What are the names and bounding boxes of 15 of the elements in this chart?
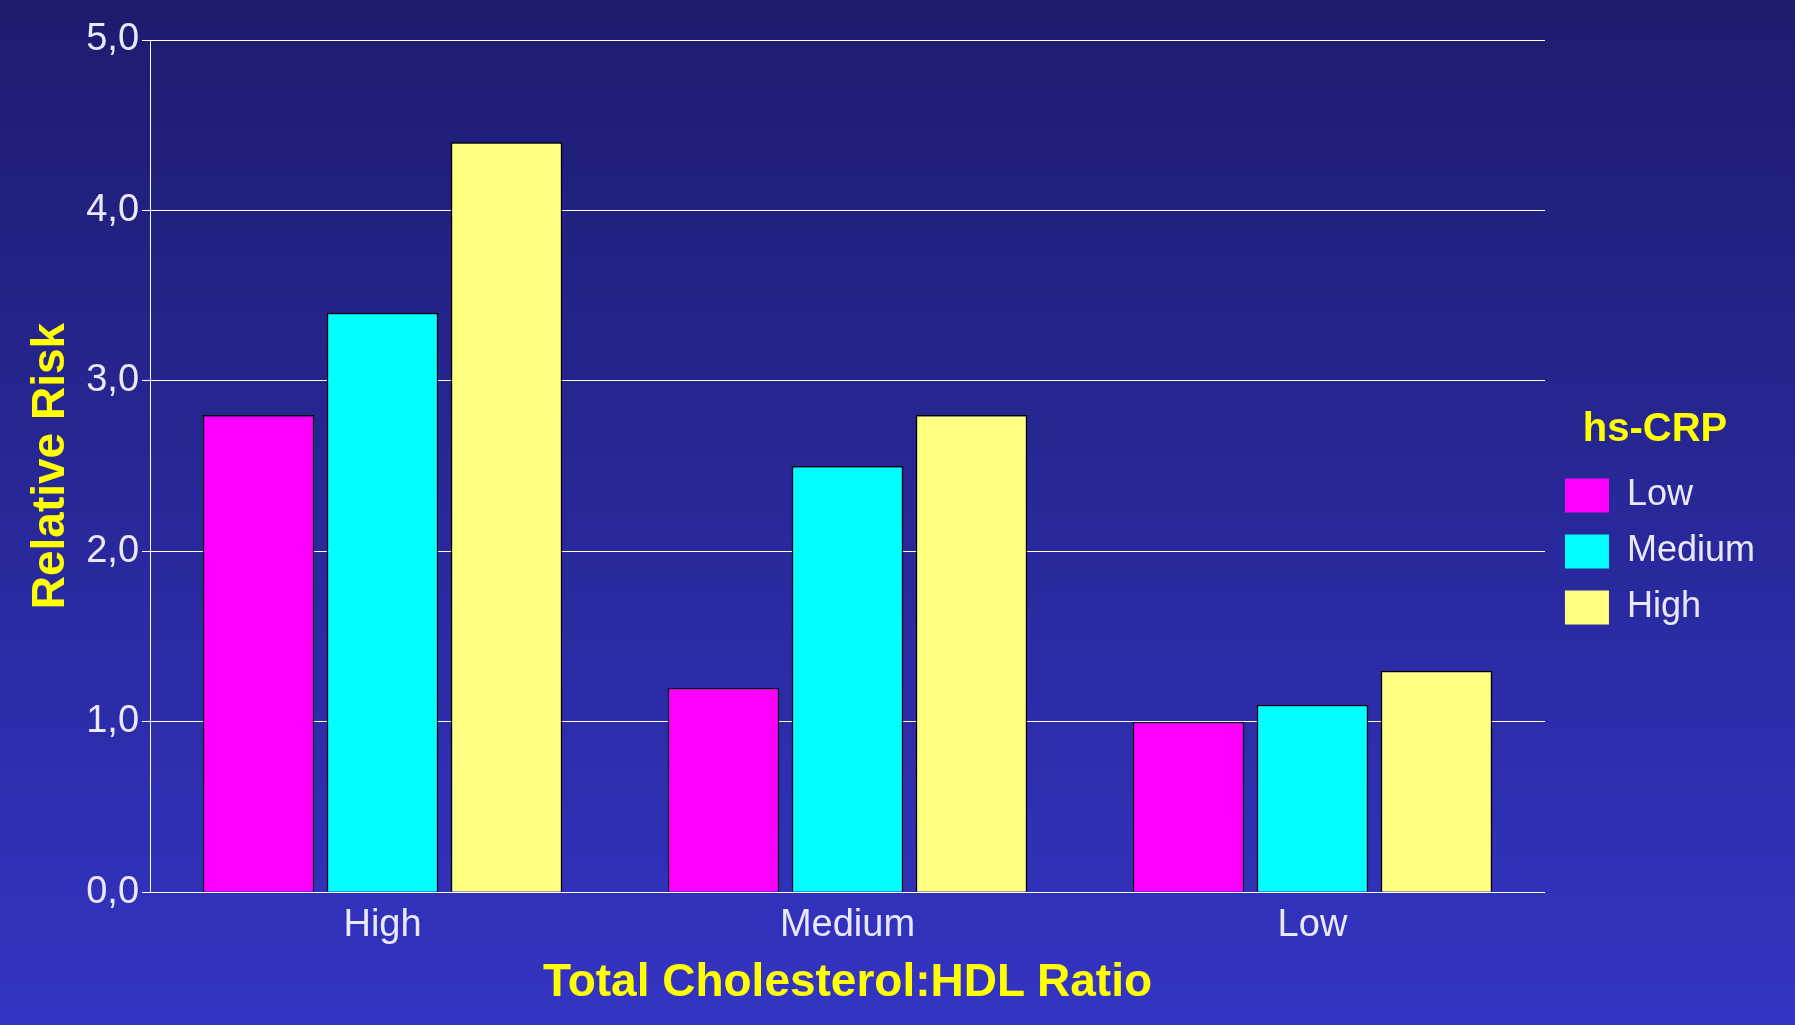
legend-label: High xyxy=(1626,584,1702,626)
y-tick-label: 0,0 xyxy=(86,868,140,911)
x-tick-label: Low xyxy=(1277,902,1348,945)
legend-title: hs-CRP xyxy=(1582,404,1728,449)
x-axis-title: Total Cholesterol:HDL Ratio xyxy=(542,954,1153,1007)
y-tick-label: 2,0 xyxy=(86,527,140,570)
legend-label: Medium xyxy=(1626,528,1756,570)
y-tick-label: 5,0 xyxy=(86,16,140,59)
x-tick-label: Medium xyxy=(779,902,916,945)
y-tick-label: 3,0 xyxy=(86,357,140,400)
y-tick-label: 4,0 xyxy=(86,186,140,229)
x-tick-label: High xyxy=(343,902,422,945)
y-axis-title: Relative Risk xyxy=(22,322,75,610)
legend-label: Low xyxy=(1626,472,1694,514)
y-tick-label: 1,0 xyxy=(86,698,140,741)
